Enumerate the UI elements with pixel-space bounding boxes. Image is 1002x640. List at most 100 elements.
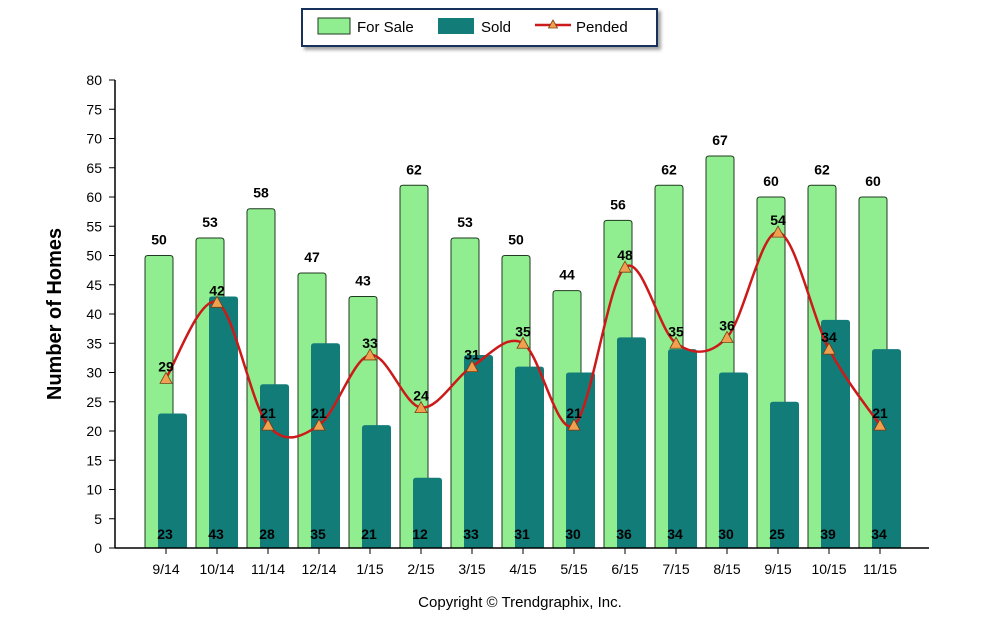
- legend-swatch-sold: [438, 18, 474, 34]
- y-tick-label: 0: [94, 540, 102, 556]
- sold-value-label: 28: [259, 526, 275, 542]
- pended-point: [363, 348, 377, 361]
- x-tick-label: 1/15: [356, 561, 383, 577]
- sold-bar: [617, 337, 646, 548]
- pended-point: [312, 418, 326, 431]
- sold-value-label: 33: [463, 526, 479, 542]
- pended-value-label: 42: [209, 282, 225, 298]
- sold-value-label: 12: [412, 526, 428, 542]
- y-axis-ticks: 0 5 10 15 20 25 30 35 40 45 50 55 60 65 70 75 80: [86, 72, 115, 556]
- sold-bar: [209, 296, 238, 548]
- sold-bar: [515, 366, 544, 548]
- sold-bar: [566, 372, 595, 548]
- sold-value-label: 35: [310, 526, 326, 542]
- legend-label-for-sale: For Sale: [357, 19, 414, 36]
- for-sale-value-label: 58: [253, 185, 269, 201]
- legend-label-pended: Pended: [576, 19, 628, 36]
- pended-series-line: [164, 230, 882, 439]
- y-tick-label: 25: [86, 394, 102, 410]
- y-tick-label: 45: [86, 277, 102, 293]
- pended-value-label: 21: [260, 405, 276, 421]
- pended-point: [159, 371, 173, 384]
- sold-value-label: 39: [820, 526, 836, 542]
- for-sale-value-label: 53: [202, 214, 218, 230]
- x-tick-label: 11/14: [251, 561, 285, 577]
- y-tick-label: 75: [86, 101, 102, 117]
- x-tick-label: 6/15: [611, 561, 638, 577]
- y-tick-label: 10: [86, 482, 102, 498]
- pended-point: [822, 342, 836, 355]
- x-tick-label: 10/15: [811, 561, 846, 577]
- for-sale-value-label: 62: [406, 161, 422, 177]
- sold-bar: [719, 372, 748, 548]
- y-tick-label: 30: [86, 365, 102, 381]
- sold-bar: [311, 343, 340, 548]
- pended-point: [465, 359, 479, 373]
- legend-swatch-for-sale: [317, 17, 351, 35]
- y-tick-label: 65: [86, 160, 102, 176]
- pended-point: [720, 330, 734, 343]
- pended-point: [210, 295, 224, 308]
- x-tick-label: 10/14: [199, 561, 234, 577]
- sold-value-label: 31: [514, 526, 530, 542]
- pended-point: [567, 418, 581, 431]
- pended-value-label: 48: [617, 247, 633, 263]
- for-sale-value-label: 50: [151, 232, 167, 248]
- pended-value-label: 35: [668, 323, 684, 339]
- x-tick-label: 12/14: [301, 561, 336, 577]
- pended-point: [261, 418, 275, 431]
- x-tick-label: 7/15: [662, 561, 689, 577]
- sold-value-label: 25: [769, 526, 785, 542]
- sold-bar: [362, 425, 391, 548]
- pended-point: [414, 400, 428, 414]
- pended-point: [873, 418, 887, 431]
- y-tick-label: 20: [86, 423, 102, 439]
- legend-label-sold: Sold: [481, 19, 511, 36]
- for-sale-value-label: 44: [559, 267, 575, 283]
- sold-value-label: 21: [361, 526, 377, 542]
- x-tick-label: 8/15: [713, 561, 740, 577]
- for-sale-value-label: 67: [712, 132, 728, 148]
- sold-value-label: 36: [616, 526, 632, 542]
- data-labels: 50 53 58 47 43 62 53 50 44 56 62 67 60 62 60 23 43 28 35 21…: [151, 132, 888, 542]
- sold-bar: [413, 477, 442, 548]
- for-sale-bars: [144, 155, 888, 549]
- pended-value-label: 35: [515, 323, 531, 339]
- for-sale-value-label: 50: [508, 232, 524, 248]
- pended-value-label: 31: [464, 347, 480, 363]
- y-tick-label: 40: [86, 306, 102, 322]
- y-tick-label: 80: [86, 72, 102, 88]
- x-tick-label: 5/15: [560, 561, 587, 577]
- for-sale-value-label: 43: [355, 272, 371, 288]
- legend-swatch-pended-marker: [547, 19, 559, 29]
- sold-value-label: 30: [565, 526, 581, 542]
- for-sale-value-label: 60: [763, 173, 779, 189]
- x-tick-label: 4/15: [509, 561, 536, 577]
- y-tick-label: 5: [94, 511, 102, 527]
- pended-point: [618, 260, 632, 273]
- sold-value-label: 34: [667, 526, 683, 542]
- sold-bar: [464, 354, 493, 548]
- y-tick-label: 55: [86, 218, 102, 234]
- pended-point: [669, 336, 683, 349]
- legend: For Sale Sold Pended: [301, 8, 658, 47]
- y-axis-label: Number of Homes: [44, 228, 66, 400]
- for-sale-value-label: 47: [304, 249, 320, 265]
- x-tick-label: 9/15: [764, 561, 791, 577]
- pended-point: [771, 225, 785, 238]
- sold-bar: [770, 401, 799, 548]
- pended-value-label: 54: [770, 212, 786, 228]
- pended-value-label: 21: [566, 405, 582, 421]
- pended-value-label: 21: [872, 405, 888, 421]
- y-tick-label: 50: [86, 248, 102, 264]
- copyright-text: Copyright © Trendgraphix, Inc.: [418, 594, 622, 611]
- sold-value-label: 23: [157, 526, 173, 542]
- pended-value-label: 24: [413, 388, 429, 404]
- y-tick-label: 15: [86, 452, 102, 468]
- y-tick-label: 60: [86, 189, 102, 205]
- pended-value-label: 34: [821, 329, 837, 345]
- for-sale-value-label: 62: [661, 161, 677, 177]
- pended-value-label: 33: [362, 335, 378, 351]
- sold-value-label: 30: [718, 526, 734, 542]
